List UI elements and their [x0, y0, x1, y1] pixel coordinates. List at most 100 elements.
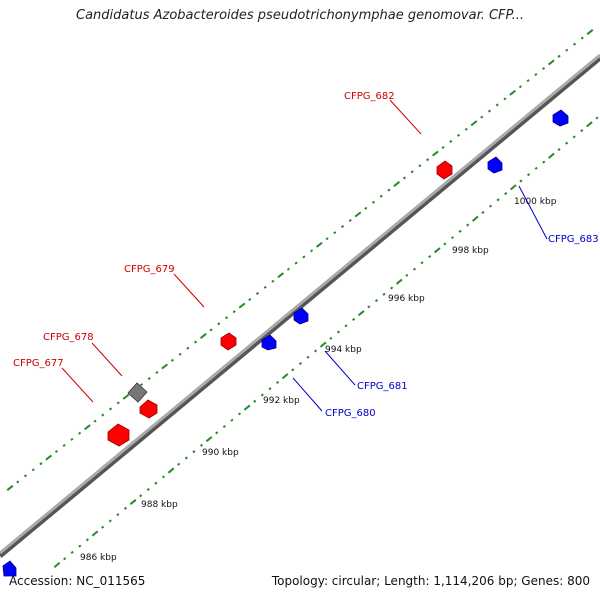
- gene-feature-other[interactable]: [127, 382, 148, 403]
- lower-tick-53: [458, 229, 462, 233]
- upper-tick-12: [101, 413, 105, 417]
- tick-label-988: 988 kbp: [141, 500, 178, 510]
- lower-tick-51: [443, 242, 447, 246]
- gene-feature-reverse-1[interactable]: [261, 334, 277, 351]
- upper-tick-23: [186, 346, 190, 350]
- backbone-shadow: [0, 56, 600, 558]
- gene-feature-reverse-3[interactable]: [487, 156, 503, 174]
- upper-tick-15: [122, 393, 130, 400]
- gene-feature-reverse-4[interactable]: [552, 109, 569, 127]
- lower-tick-43: [382, 292, 386, 296]
- gene-feature-reverse-5[interactable]: [2, 560, 17, 577]
- gene-label-cfpg-681[interactable]: CFPG_681: [357, 381, 408, 392]
- upper-tick-65: [509, 89, 517, 96]
- upper-tick-72: [565, 48, 569, 52]
- lower-tick-47: [412, 267, 417, 271]
- upper-tick-75: [586, 29, 594, 35]
- upper-tick-47: [371, 200, 376, 204]
- upper-tick-8: [70, 437, 74, 441]
- lower-tick-67: [565, 141, 569, 145]
- upper-tick-48: [379, 194, 383, 198]
- upper-tick-54: [426, 158, 430, 162]
- upper-tick-9: [78, 431, 82, 435]
- lower-tick-4: [85, 538, 89, 542]
- upper-tick-67: [526, 79, 530, 83]
- lower-tick-70: [586, 121, 593, 128]
- lower-tick-23: [230, 418, 234, 422]
- tick-label-986: 986 kbp: [80, 553, 117, 563]
- upper-tick-18: [147, 377, 151, 381]
- lower-tick-49: [428, 254, 432, 259]
- upper-tick-43: [340, 225, 345, 229]
- gene-label-cfpg-682[interactable]: CFPG_682: [344, 91, 395, 102]
- gene-label-cfpg-683[interactable]: CFPG_683: [548, 234, 599, 245]
- tick-label-998: 998 kbp: [452, 246, 489, 256]
- upper-tick-10: [83, 424, 91, 431]
- upper-tick-21: [170, 358, 174, 362]
- upper-tick-19: [155, 370, 159, 375]
- gene-feature-cfpg-677[interactable]: [107, 423, 130, 447]
- upper-tick-53: [418, 164, 422, 168]
- lower-tick-15: [167, 467, 175, 474]
- lower-tick-68: [572, 135, 576, 139]
- upper-tick-20: [161, 363, 169, 370]
- tick-label-994: 994 kbp: [325, 345, 362, 355]
- lower-tick-7: [108, 519, 112, 523]
- lower-tick-39: [352, 317, 356, 322]
- upper-tick-33: [263, 285, 267, 289]
- upper-tick-62: [487, 109, 492, 113]
- gene-label-cfpg-678[interactable]: CFPG_678: [43, 332, 94, 343]
- gene-feature-cfpg-678[interactable]: [139, 399, 158, 419]
- upper-tick-32: [255, 291, 260, 295]
- lower-tick-36: [329, 336, 333, 340]
- upper-tick-6: [54, 449, 58, 454]
- lower-tick-18: [192, 450, 196, 454]
- upper-tick-11: [93, 419, 97, 423]
- upper-tick-29: [232, 310, 236, 314]
- gene-feature-reverse-2[interactable]: [293, 307, 309, 325]
- upper-tick-49: [387, 188, 391, 192]
- upper-tick-55: [431, 150, 439, 157]
- lower-tick-31: [291, 368, 295, 372]
- lower-tick-0: [53, 561, 61, 569]
- tick-label-992: 992 kbp: [263, 396, 300, 406]
- upper-tick-68: [534, 73, 538, 77]
- tick-label-1000: 1000 kbp: [514, 197, 557, 207]
- lower-tick-60: [510, 184, 517, 191]
- lower-tick-27: [260, 393, 264, 397]
- upper-tick-66: [518, 85, 522, 89]
- upper-tick-13: [108, 407, 113, 411]
- lower-tick-71: [595, 116, 599, 120]
- gene-feature-cfpg-682[interactable]: [436, 160, 453, 180]
- lower-tick-45: [395, 278, 403, 285]
- upper-tick-58: [456, 133, 461, 137]
- gene-label-cfpg-679[interactable]: CFPG_679: [124, 264, 175, 275]
- upper-tick-63: [495, 103, 499, 107]
- lower-tick-9: [123, 506, 128, 510]
- upper-tick-28: [224, 316, 229, 320]
- upper-tick-41: [325, 237, 329, 241]
- gene-label-cfpg-677[interactable]: CFPG_677: [13, 358, 64, 369]
- upper-tick-39: [310, 249, 314, 253]
- gene-labels: CFPG_677 CFPG_678 CFPG_679 CFPG_682 CFPG…: [13, 91, 599, 419]
- upper-tick-24: [194, 340, 198, 344]
- gene-label-cfpg-680[interactable]: CFPG_680: [325, 408, 376, 419]
- lower-tick-33: [306, 355, 310, 359]
- upper-tick-2: [23, 474, 28, 478]
- lower-tick-17: [184, 456, 188, 460]
- lower-tick-34: [314, 349, 318, 353]
- upper-tick-31: [248, 297, 252, 302]
- gene-feature-cfpg-679[interactable]: [220, 332, 237, 351]
- upper-tick-30: [238, 302, 246, 309]
- upper-tick-64: [503, 97, 507, 101]
- lower-tick-46: [405, 273, 409, 277]
- upper-tick-row: [6, 29, 594, 491]
- upper-tick-17: [139, 383, 144, 387]
- lower-tick-29: [276, 380, 280, 384]
- lower-tick-1: [63, 557, 67, 561]
- lower-tick-12: [146, 487, 150, 491]
- lower-tick-48: [420, 261, 424, 265]
- tick-labels: 986 kbp 988 kbp 990 kbp 992 kbp 994 kbp …: [80, 197, 557, 563]
- accession-label: Accession: NC_011565: [9, 574, 146, 588]
